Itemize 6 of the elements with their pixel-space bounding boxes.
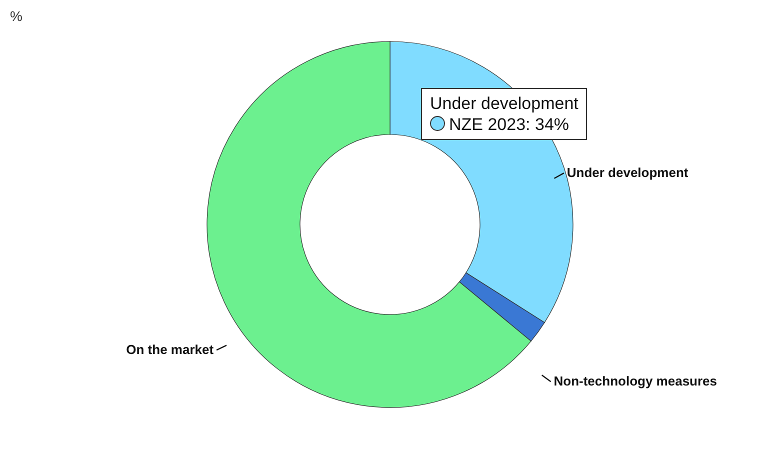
text: NZE 2023: 34% bbox=[449, 115, 570, 134]
slice-label: Non-technology measures bbox=[554, 374, 718, 389]
slice-label: Under development bbox=[566, 165, 689, 180]
slice-label: On the market bbox=[126, 342, 214, 358]
chart-subtitle: % bbox=[10, 8, 22, 24]
text: Under development bbox=[430, 93, 578, 114]
